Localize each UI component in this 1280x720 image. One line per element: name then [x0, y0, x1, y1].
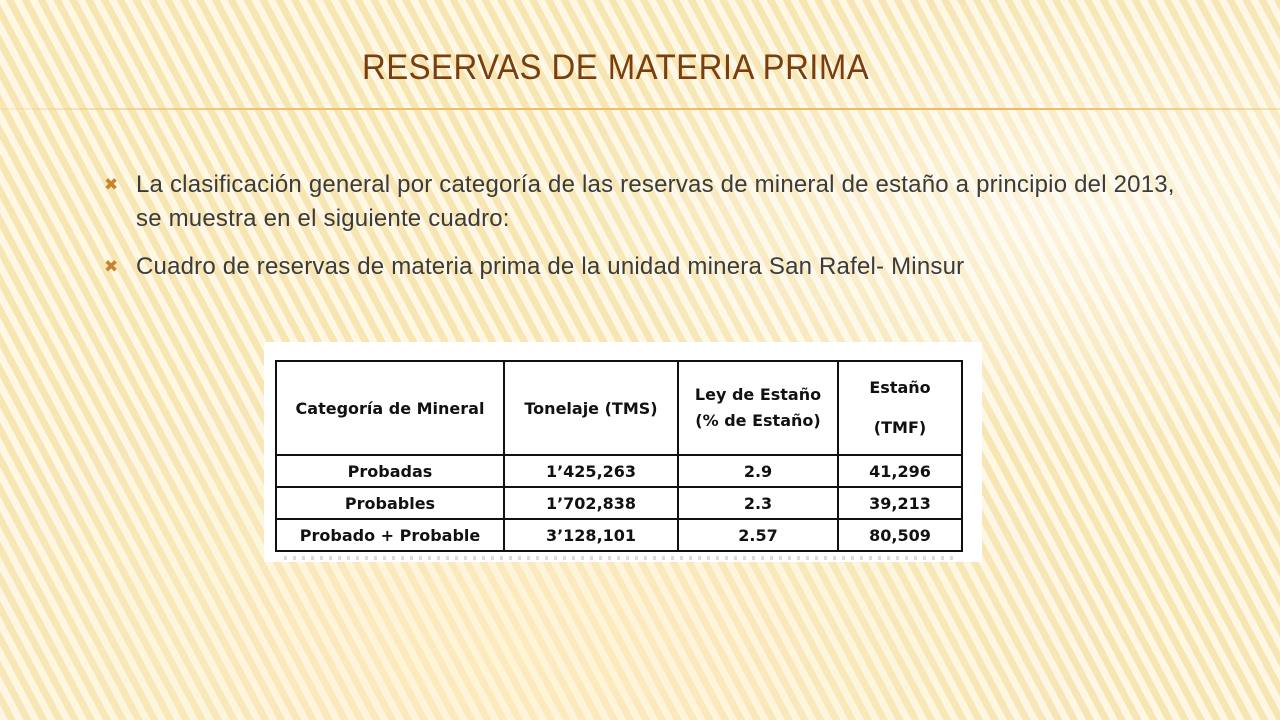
bullet-list: ✖ La clasificación general por categoría…	[104, 168, 1184, 298]
cell-ley: 2.57	[677, 518, 839, 552]
header-ley-line1: Ley de Estaño	[694, 385, 822, 404]
header-ley-line2: (% de Estaño)	[695, 411, 821, 430]
cell-tonelaje: 1’702,838	[503, 486, 679, 520]
header-ley: Ley de Estaño (% de Estaño)	[677, 360, 839, 456]
cell-estano: 80,509	[837, 518, 963, 552]
table-header-row: Categoría de Mineral Tonelaje (TMS) Ley …	[275, 360, 963, 456]
header-tonelaje: Tonelaje (TMS)	[503, 360, 679, 456]
bullet-text: Cuadro de reservas de materia prima de l…	[136, 253, 965, 280]
bullet-item: ✖ La clasificación general por categoría…	[104, 168, 1184, 236]
bullet-item: ✖ Cuadro de reservas de materia prima de…	[104, 250, 1184, 284]
cell-categoria: Probadas	[275, 454, 505, 488]
reserves-table: Categoría de Mineral Tonelaje (TMS) Ley …	[275, 360, 963, 552]
bullet-text: La clasificación general por categoría d…	[136, 171, 1175, 232]
cell-categoria: Probables	[275, 486, 505, 520]
cell-tonelaje: 3’128,101	[503, 518, 679, 552]
table-row: Probado + Probable 3’128,101 2.57 80,509	[275, 518, 963, 552]
cell-ley: 2.3	[677, 486, 839, 520]
cell-estano: 41,296	[837, 454, 963, 488]
cell-estano: 39,213	[837, 486, 963, 520]
table-row: Probadas 1’425,263 2.9 41,296	[275, 454, 963, 488]
cell-tonelaje: 1’425,263	[503, 454, 679, 488]
header-categoria: Categoría de Mineral	[275, 360, 505, 456]
reserves-table-image: Categoría de Mineral Tonelaje (TMS) Ley …	[264, 342, 982, 562]
header-estano-line2: (TMF)	[873, 418, 927, 437]
x-mark-icon: ✖	[104, 175, 119, 194]
header-estano-line1: Estaño	[869, 378, 931, 397]
title-divider	[0, 108, 1280, 110]
x-mark-icon: ✖	[104, 257, 119, 276]
header-estano: Estaño (TMF)	[837, 360, 963, 456]
cell-categoria: Probado + Probable	[275, 518, 505, 552]
cell-ley: 2.9	[677, 454, 839, 488]
scan-artifact	[284, 556, 954, 560]
table-row: Probables 1’702,838 2.3 39,213	[275, 486, 963, 520]
slide-title: RESERVAS DE MATERIA PRIMA	[362, 48, 870, 87]
